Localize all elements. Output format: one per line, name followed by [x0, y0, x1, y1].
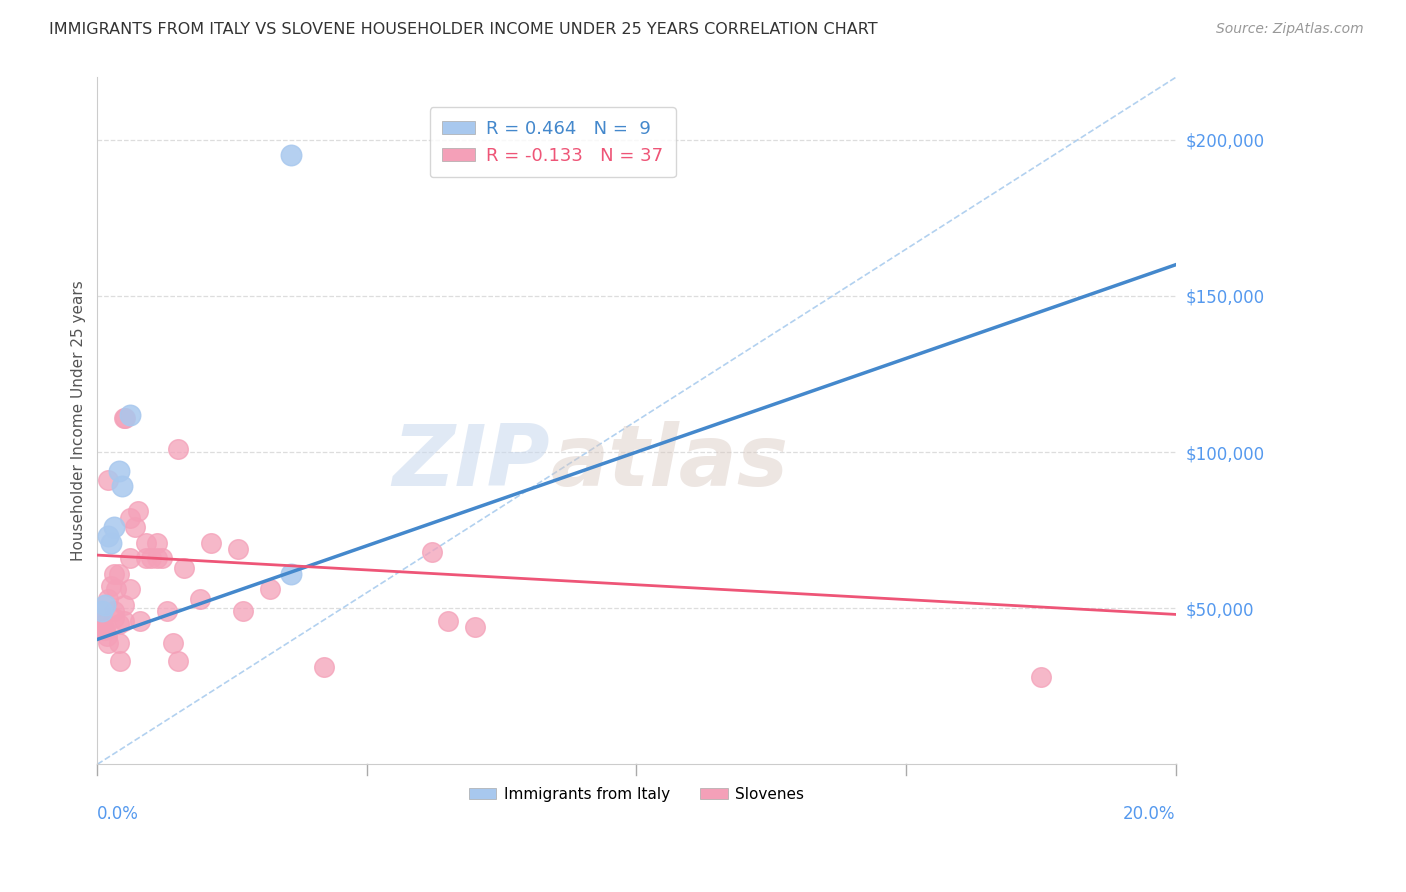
Point	[1029, 670, 1052, 684]
Text: Source: ZipAtlas.com: Source: ZipAtlas.com	[1216, 22, 1364, 37]
Point	[97, 473, 120, 487]
Point	[167, 654, 190, 668]
Point	[280, 148, 302, 162]
Point	[232, 604, 254, 618]
Legend: Immigrants from Italy, Slovenes: Immigrants from Italy, Slovenes	[463, 780, 811, 808]
Point	[135, 551, 157, 566]
Point	[188, 591, 211, 606]
Point	[167, 442, 190, 456]
Point	[90, 604, 112, 618]
Point	[145, 535, 167, 549]
Point	[108, 616, 131, 631]
Text: 0.0%: 0.0%	[97, 805, 139, 823]
Point	[100, 579, 122, 593]
Text: 20.0%: 20.0%	[1123, 805, 1175, 823]
Point	[173, 560, 195, 574]
Point	[118, 510, 141, 524]
Point	[90, 610, 112, 624]
Point	[200, 535, 222, 549]
Point	[112, 614, 135, 628]
Point	[103, 604, 125, 618]
Point	[226, 541, 249, 556]
Text: atlas: atlas	[550, 420, 789, 504]
Point	[108, 464, 131, 478]
Point	[141, 551, 163, 566]
Point	[112, 598, 135, 612]
Point	[129, 614, 152, 628]
Point	[118, 582, 141, 597]
Point	[436, 614, 458, 628]
Point	[259, 582, 281, 597]
Point	[97, 635, 120, 649]
Point	[162, 635, 184, 649]
Point	[94, 623, 117, 637]
Point	[97, 591, 120, 606]
Point	[110, 479, 132, 493]
Point	[97, 529, 120, 543]
Point	[420, 545, 443, 559]
Point	[108, 654, 131, 668]
Point	[156, 604, 179, 618]
Point	[312, 660, 335, 674]
Point	[135, 535, 157, 549]
Point	[94, 598, 117, 612]
Point	[114, 410, 136, 425]
Point	[96, 629, 118, 643]
Point	[108, 566, 131, 581]
Point	[118, 551, 141, 566]
Point	[280, 566, 302, 581]
Point	[108, 635, 131, 649]
Point	[112, 410, 135, 425]
Point	[89, 604, 111, 618]
Point	[100, 535, 122, 549]
Point	[127, 504, 149, 518]
Text: ZIP: ZIP	[392, 420, 550, 504]
Text: IMMIGRANTS FROM ITALY VS SLOVENE HOUSEHOLDER INCOME UNDER 25 YEARS CORRELATION C: IMMIGRANTS FROM ITALY VS SLOVENE HOUSEHO…	[49, 22, 877, 37]
Point	[150, 551, 173, 566]
Point	[105, 582, 128, 597]
Point	[103, 566, 125, 581]
Point	[103, 610, 125, 624]
Point	[91, 623, 114, 637]
Point	[145, 551, 167, 566]
Point	[91, 616, 114, 631]
Y-axis label: Householder Income Under 25 years: Householder Income Under 25 years	[72, 280, 86, 561]
Point	[118, 408, 141, 422]
Point	[103, 520, 125, 534]
Point	[464, 620, 486, 634]
Point	[124, 520, 146, 534]
